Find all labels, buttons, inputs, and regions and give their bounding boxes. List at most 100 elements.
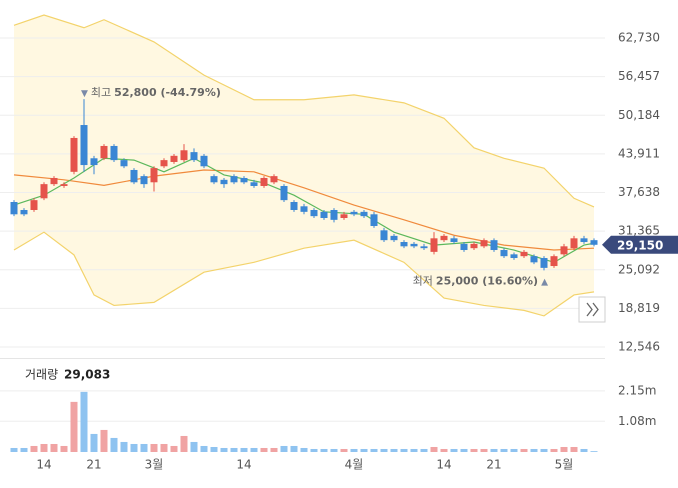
candle-body bbox=[70, 137, 78, 172]
x-tick-label: 14 bbox=[236, 458, 251, 472]
candle-body bbox=[330, 209, 338, 220]
volume-bar bbox=[370, 448, 378, 452]
x-tick-label: 21 bbox=[486, 458, 501, 472]
volume-bar bbox=[310, 448, 318, 452]
volume-bar bbox=[560, 446, 568, 452]
candle-body bbox=[380, 230, 388, 241]
volume-bar bbox=[300, 447, 308, 452]
candle-body bbox=[10, 201, 18, 215]
candle-body bbox=[100, 145, 108, 159]
y-tick-label: 37,638 bbox=[618, 185, 660, 199]
volume-bar bbox=[20, 447, 28, 452]
candle-body bbox=[160, 160, 168, 167]
candle-body bbox=[490, 240, 498, 251]
candle-body bbox=[570, 238, 578, 249]
volume-bar bbox=[100, 429, 108, 452]
volume-bar bbox=[200, 445, 208, 452]
candle-body bbox=[470, 243, 478, 249]
x-tick-label: 3월 bbox=[145, 458, 164, 472]
y-tick-label: 43,911 bbox=[618, 146, 660, 160]
volume-bar bbox=[210, 446, 218, 452]
band-fill bbox=[14, 15, 594, 316]
candle-body bbox=[450, 238, 458, 243]
volume-bar bbox=[380, 448, 388, 452]
candle-body bbox=[540, 258, 548, 268]
x-tick-label: 4월 bbox=[345, 458, 364, 472]
x-tick-label: 5월 bbox=[555, 458, 574, 472]
y-tick-label: 18,819 bbox=[618, 301, 660, 315]
volume-bar bbox=[10, 447, 18, 452]
candle-body bbox=[590, 240, 598, 245]
y-tick-label: 12,546 bbox=[618, 340, 660, 354]
low-value: 25,000 (16.60%) bbox=[436, 274, 538, 287]
candle-body bbox=[370, 214, 378, 227]
candle-body bbox=[310, 209, 318, 217]
high-annotation: ▼ 최고 52,800 (-44.79%) bbox=[81, 86, 221, 99]
candle-body bbox=[500, 250, 508, 257]
volume-bar bbox=[490, 448, 498, 452]
volume-tick-label: 1.08m bbox=[618, 414, 656, 428]
candle-body bbox=[530, 256, 538, 263]
volume-bar bbox=[120, 441, 128, 452]
volume-bar bbox=[40, 443, 48, 452]
candle-body bbox=[110, 145, 118, 161]
candle-body bbox=[80, 125, 88, 166]
volume-bar bbox=[190, 441, 198, 452]
volume-title: 거래량 bbox=[25, 368, 58, 382]
y-tick-label: 31,365 bbox=[618, 224, 660, 238]
volume-current: 29,083 bbox=[64, 368, 110, 382]
high-value: 52,800 (-44.79%) bbox=[114, 86, 221, 99]
expand-button[interactable] bbox=[578, 296, 606, 323]
candle-body bbox=[180, 150, 188, 161]
candle-body bbox=[120, 160, 128, 167]
volume-bar bbox=[60, 445, 68, 452]
volume-bar bbox=[70, 401, 78, 452]
volume-bar bbox=[340, 448, 348, 452]
volume-bar bbox=[250, 447, 258, 452]
high-marker: ▼ bbox=[81, 89, 88, 99]
volume-bar bbox=[80, 391, 88, 452]
volume-bar bbox=[30, 445, 38, 452]
volume-bar bbox=[260, 447, 268, 452]
volume-bar bbox=[110, 437, 118, 452]
candle-body bbox=[270, 176, 278, 183]
volume-bar bbox=[360, 448, 368, 452]
candle-body bbox=[170, 155, 178, 162]
volume-bar bbox=[320, 448, 328, 452]
volume-bar bbox=[230, 447, 238, 452]
candle-body bbox=[30, 200, 38, 210]
candle-body bbox=[150, 168, 158, 183]
chevron-icon[interactable] bbox=[586, 302, 599, 317]
candle-body bbox=[430, 238, 438, 252]
candle-body bbox=[390, 235, 398, 241]
volume-bar bbox=[450, 448, 458, 452]
price-tag-label: 29,150 bbox=[617, 238, 663, 252]
volume-bar bbox=[220, 447, 228, 452]
volume-bar bbox=[90, 433, 98, 452]
candle-body bbox=[300, 206, 308, 212]
candle-body bbox=[440, 235, 448, 241]
candle-body bbox=[90, 158, 98, 166]
volume-bar bbox=[170, 445, 178, 452]
volume-bar bbox=[440, 448, 448, 452]
candle-body bbox=[550, 256, 558, 267]
x-tick-label: 21 bbox=[86, 458, 101, 472]
volume-bar bbox=[270, 447, 278, 452]
panel-divider bbox=[0, 358, 605, 359]
candle-body bbox=[20, 209, 28, 215]
volume-bar bbox=[50, 443, 58, 452]
volume-bar bbox=[530, 448, 538, 452]
volume-bar bbox=[180, 435, 188, 452]
candle-body bbox=[560, 246, 568, 255]
x-tick-label: 14 bbox=[436, 458, 451, 472]
candle-body bbox=[140, 176, 148, 185]
volume-bar bbox=[140, 443, 148, 452]
candle-body bbox=[50, 177, 58, 185]
volume-bar bbox=[290, 445, 298, 452]
volume-bar bbox=[500, 448, 508, 452]
candle-body bbox=[190, 152, 198, 161]
candle-body bbox=[460, 243, 468, 251]
candle-body bbox=[260, 177, 268, 186]
candle-body bbox=[40, 184, 48, 199]
volume-bar bbox=[580, 448, 588, 452]
